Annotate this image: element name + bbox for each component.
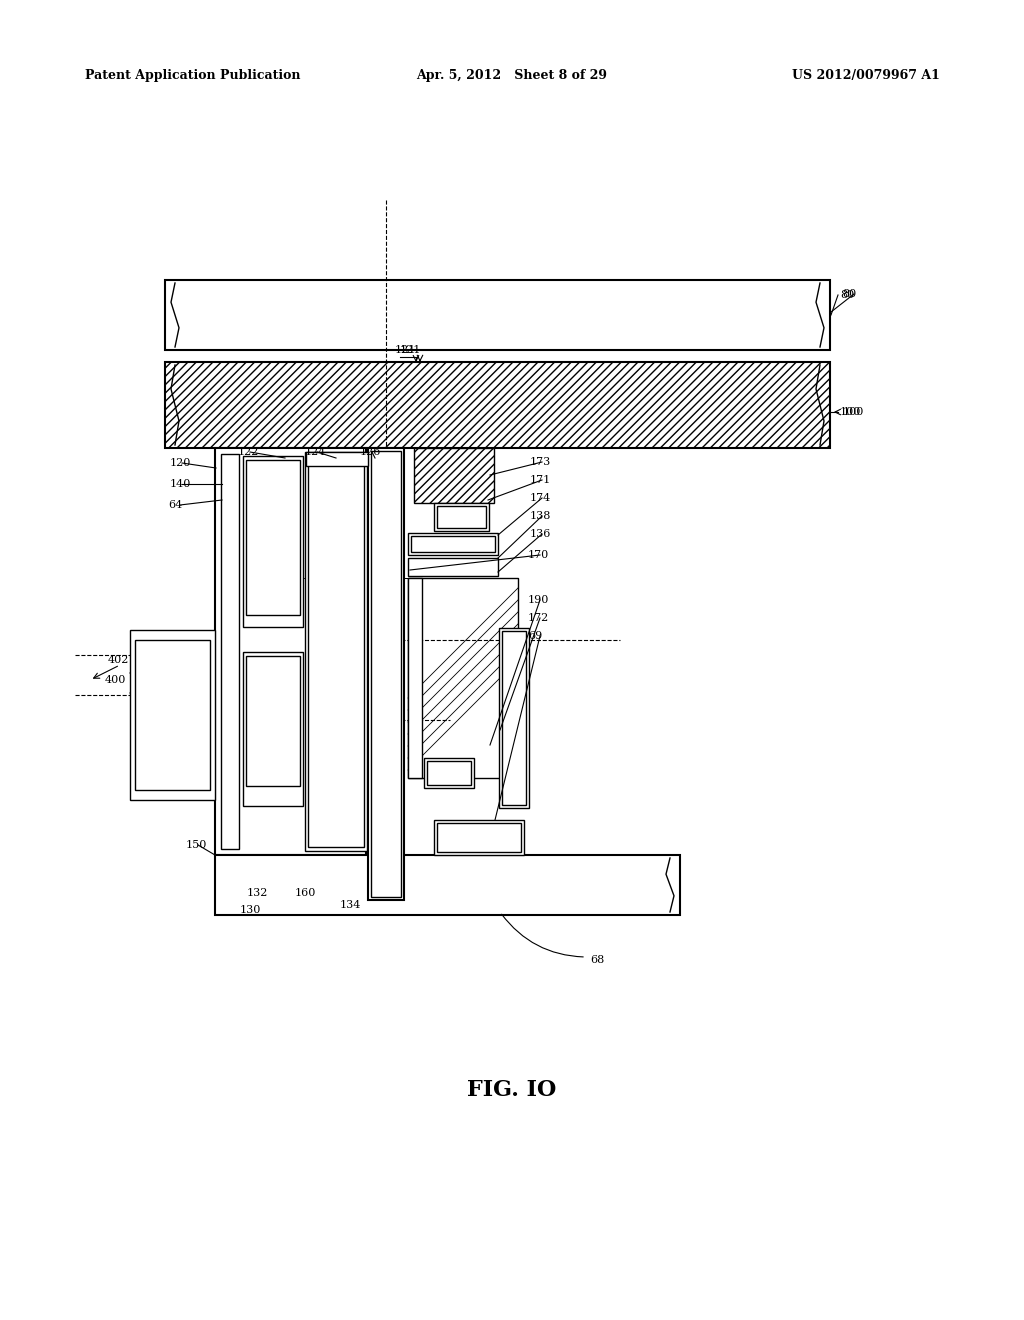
Text: 190: 190: [528, 595, 549, 605]
Text: 400: 400: [105, 675, 126, 685]
Text: 121: 121: [400, 345, 421, 355]
Bar: [437, 822, 521, 851]
Text: 402: 402: [108, 655, 129, 665]
Text: 121: 121: [395, 345, 417, 355]
Bar: [306, 451, 368, 466]
Text: US 2012/0079967 A1: US 2012/0079967 A1: [793, 69, 940, 82]
Bar: [427, 762, 471, 785]
Bar: [130, 630, 215, 800]
Text: 150: 150: [186, 840, 208, 850]
Text: 69: 69: [528, 631, 543, 642]
Text: Apr. 5, 2012   Sheet 8 of 29: Apr. 5, 2012 Sheet 8 of 29: [417, 69, 607, 82]
Text: 100: 100: [843, 407, 864, 417]
Text: 68: 68: [590, 954, 604, 965]
Bar: [502, 631, 526, 805]
Text: 100: 100: [840, 407, 861, 417]
Text: 174: 174: [530, 492, 551, 503]
Bar: [215, 447, 366, 855]
Bar: [408, 533, 498, 554]
Bar: [424, 758, 474, 788]
Bar: [434, 820, 524, 855]
Bar: [305, 451, 367, 851]
Text: 173: 173: [530, 457, 551, 467]
Text: 130: 130: [240, 906, 261, 915]
Bar: [499, 628, 529, 808]
Bar: [246, 656, 300, 785]
Bar: [135, 640, 210, 789]
Text: 132: 132: [247, 888, 268, 898]
Text: 64: 64: [168, 500, 182, 510]
Bar: [165, 280, 830, 350]
Bar: [371, 451, 401, 898]
Bar: [408, 558, 498, 576]
Text: 80: 80: [840, 290, 854, 300]
Text: 170: 170: [528, 550, 549, 560]
Text: FIG. IO: FIG. IO: [467, 1078, 557, 1101]
Text: 120: 120: [170, 458, 191, 469]
Bar: [408, 578, 518, 777]
Bar: [414, 447, 494, 503]
Text: 126: 126: [360, 447, 381, 457]
Text: 138: 138: [530, 511, 551, 521]
Text: 124: 124: [305, 447, 327, 457]
Bar: [221, 454, 239, 849]
Text: 160: 160: [295, 888, 316, 898]
Bar: [434, 503, 489, 531]
Text: 171: 171: [530, 475, 551, 484]
Bar: [243, 652, 303, 807]
Bar: [437, 506, 486, 528]
Bar: [243, 455, 303, 627]
Text: 172: 172: [528, 612, 549, 623]
Bar: [215, 855, 680, 915]
Bar: [308, 455, 364, 847]
Text: 140: 140: [170, 479, 191, 488]
Text: 122: 122: [238, 447, 259, 457]
Text: 136: 136: [530, 529, 551, 539]
Bar: [411, 536, 495, 552]
Text: Patent Application Publication: Patent Application Publication: [85, 69, 300, 82]
Text: 134: 134: [340, 900, 361, 909]
Bar: [368, 447, 404, 900]
Bar: [165, 362, 830, 447]
Bar: [246, 459, 300, 615]
Text: 80: 80: [842, 289, 856, 300]
Bar: [408, 578, 422, 777]
